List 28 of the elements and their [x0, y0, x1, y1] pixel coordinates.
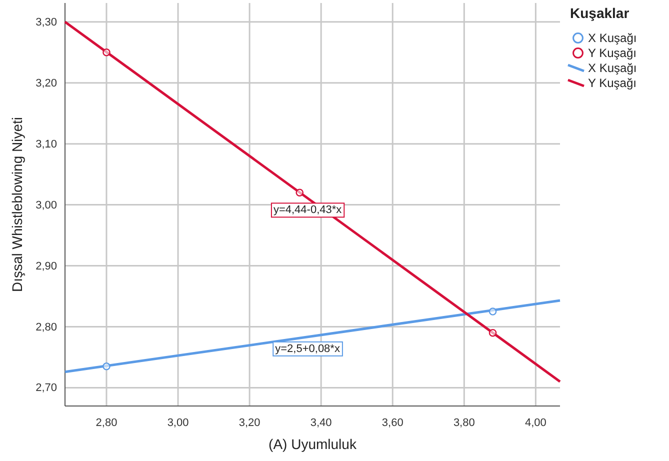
x-tick-label: 3,20 — [238, 416, 260, 429]
legend-label: Y Kuşağı — [588, 76, 636, 90]
legend-label: Y Kuşağı — [588, 46, 636, 60]
x-tick-label: 3,80 — [453, 416, 475, 429]
y-tick-label: 3,10 — [36, 138, 57, 150]
point — [102, 362, 110, 370]
x-tick-label: 3,00 — [167, 416, 189, 429]
y-tick-label: 2,70 — [36, 382, 57, 394]
x-tick-label: 2,80 — [96, 416, 118, 429]
y-tick-label: 3,30 — [36, 16, 57, 28]
x-tick-label: 4,00 — [524, 416, 546, 429]
point — [488, 308, 497, 316]
point — [102, 48, 110, 56]
x-tick-label: 3,60 — [382, 416, 404, 429]
y-tick-label: 2,80 — [36, 321, 57, 334]
x-axis-title: (A) Uyumluluk — [268, 436, 358, 452]
legend-title: Kuşaklar — [570, 5, 630, 21]
point — [296, 188, 304, 197]
point — [488, 328, 497, 337]
x-tick-label: 3,40 — [310, 416, 332, 429]
y-axis-title: Dışsal Whistleblowing Niyeti — [9, 116, 25, 292]
y-tick-label: 2,90 — [36, 260, 57, 272]
y-tick-label: 3,00 — [36, 199, 57, 212]
annotation: y=4,44-0,43*x — [273, 204, 342, 216]
y-tick-label: 3,20 — [36, 77, 57, 90]
legend-label: X Kuşağı — [588, 31, 637, 45]
legend-label: X Kuşağı — [588, 61, 637, 75]
annotation: y=2,5+0,08*x — [275, 342, 340, 355]
